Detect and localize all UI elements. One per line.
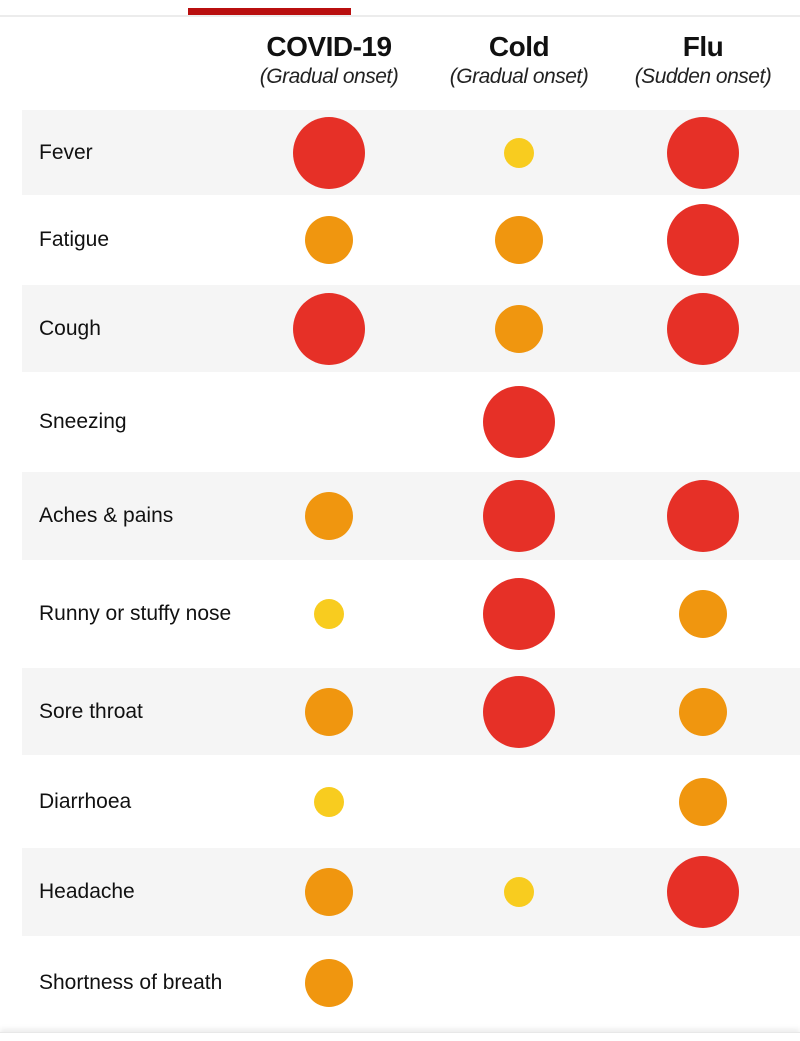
severity-dot (483, 480, 555, 552)
column-title: Cold (488, 31, 550, 62)
severity-dot (504, 877, 534, 907)
column-title: Flu (682, 31, 724, 62)
column-subtitle: (Sudden onset) (634, 65, 772, 88)
table-row: Cough (22, 285, 800, 372)
column-header: COVID-19 (Gradual onset) (234, 30, 424, 90)
column-header: Flu (Sudden onset) (608, 30, 798, 90)
symptom-label: Shortness of breath (39, 971, 223, 994)
severity-dot (483, 386, 555, 458)
table-row: Headache (22, 848, 800, 936)
severity-dot (314, 786, 344, 817)
accent-bar (188, 8, 351, 15)
top-divider (0, 15, 800, 17)
severity-dot (305, 868, 353, 916)
column-title: COVID-19 (266, 31, 392, 62)
severity-dot (293, 116, 365, 189)
severity-dot (495, 216, 543, 264)
table-row: Aches & pains (22, 472, 800, 560)
symptom-label: Runny or stuffy nose (39, 602, 232, 625)
table-row: Sore throat (22, 668, 800, 755)
severity-dot (504, 137, 534, 168)
severity-dot (667, 292, 739, 365)
severity-dot (679, 687, 727, 736)
severity-dot (305, 687, 353, 736)
table-row: Fever (22, 110, 800, 195)
severity-dot (305, 959, 353, 1007)
table-row: Shortness of breath (22, 936, 800, 1030)
severity-dot (314, 599, 344, 629)
symptom-label: Cough (39, 316, 101, 340)
table-row: Fatigue (22, 195, 800, 285)
bottom-edge (0, 1032, 800, 1041)
severity-dot (667, 480, 739, 552)
severity-dot (667, 116, 739, 189)
symptom-label: Aches & pains (39, 504, 174, 527)
column-subtitle: (Gradual onset) (259, 65, 399, 88)
severity-dot (483, 675, 555, 748)
symptom-label: Sneezing (39, 410, 127, 433)
symptom-label: Sore throat (39, 699, 143, 723)
severity-dot (495, 304, 543, 353)
symptom-label: Fever (39, 140, 93, 164)
severity-dot (305, 216, 353, 264)
table-row: Runny or stuffy nose (22, 560, 800, 668)
table-row: Diarrhoea (22, 755, 800, 848)
symptom-label: Fatigue (39, 228, 110, 251)
column-header: Cold (Gradual onset) (424, 30, 614, 90)
symptom-label: Headache (39, 880, 135, 903)
table-row: Sneezing (22, 372, 800, 472)
severity-dot (483, 578, 555, 650)
column-subtitle: (Gradual onset) (449, 65, 589, 88)
severity-dot (293, 292, 365, 365)
severity-dot (667, 856, 739, 928)
severity-dot (679, 777, 727, 826)
severity-dot (305, 492, 353, 540)
severity-dot (679, 590, 727, 638)
severity-dot (667, 204, 739, 276)
symptom-label: Diarrhoea (39, 789, 132, 813)
